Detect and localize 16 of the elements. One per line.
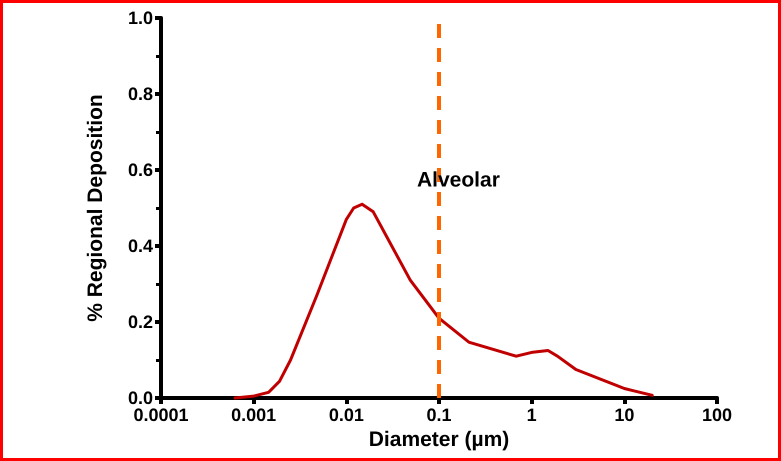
x-tick-label: 0.01 <box>328 405 364 425</box>
x-axis-title: Diameter (µm) <box>368 428 510 451</box>
x-tick-label: 100 <box>702 405 732 425</box>
y-tick-label: 0.4 <box>128 236 153 256</box>
y-tick-label: 0.6 <box>128 160 153 180</box>
x-tick-label: 0.1 <box>426 405 452 425</box>
x-tick-label: 0.0001 <box>133 405 189 425</box>
x-tick-label: 1 <box>526 405 537 425</box>
ref-line-label: Alveolar <box>417 168 500 192</box>
y-tick-label: 0.0 <box>128 388 153 408</box>
y-tick-label: 0.8 <box>128 84 153 104</box>
y-tick-label: 1.0 <box>128 8 153 28</box>
x-tick-label: 10 <box>614 405 634 425</box>
y-axis-title: % Regional Deposition <box>84 94 107 322</box>
y-tick-label: 0.2 <box>128 312 153 332</box>
x-tick-label: 0.001 <box>231 405 276 425</box>
